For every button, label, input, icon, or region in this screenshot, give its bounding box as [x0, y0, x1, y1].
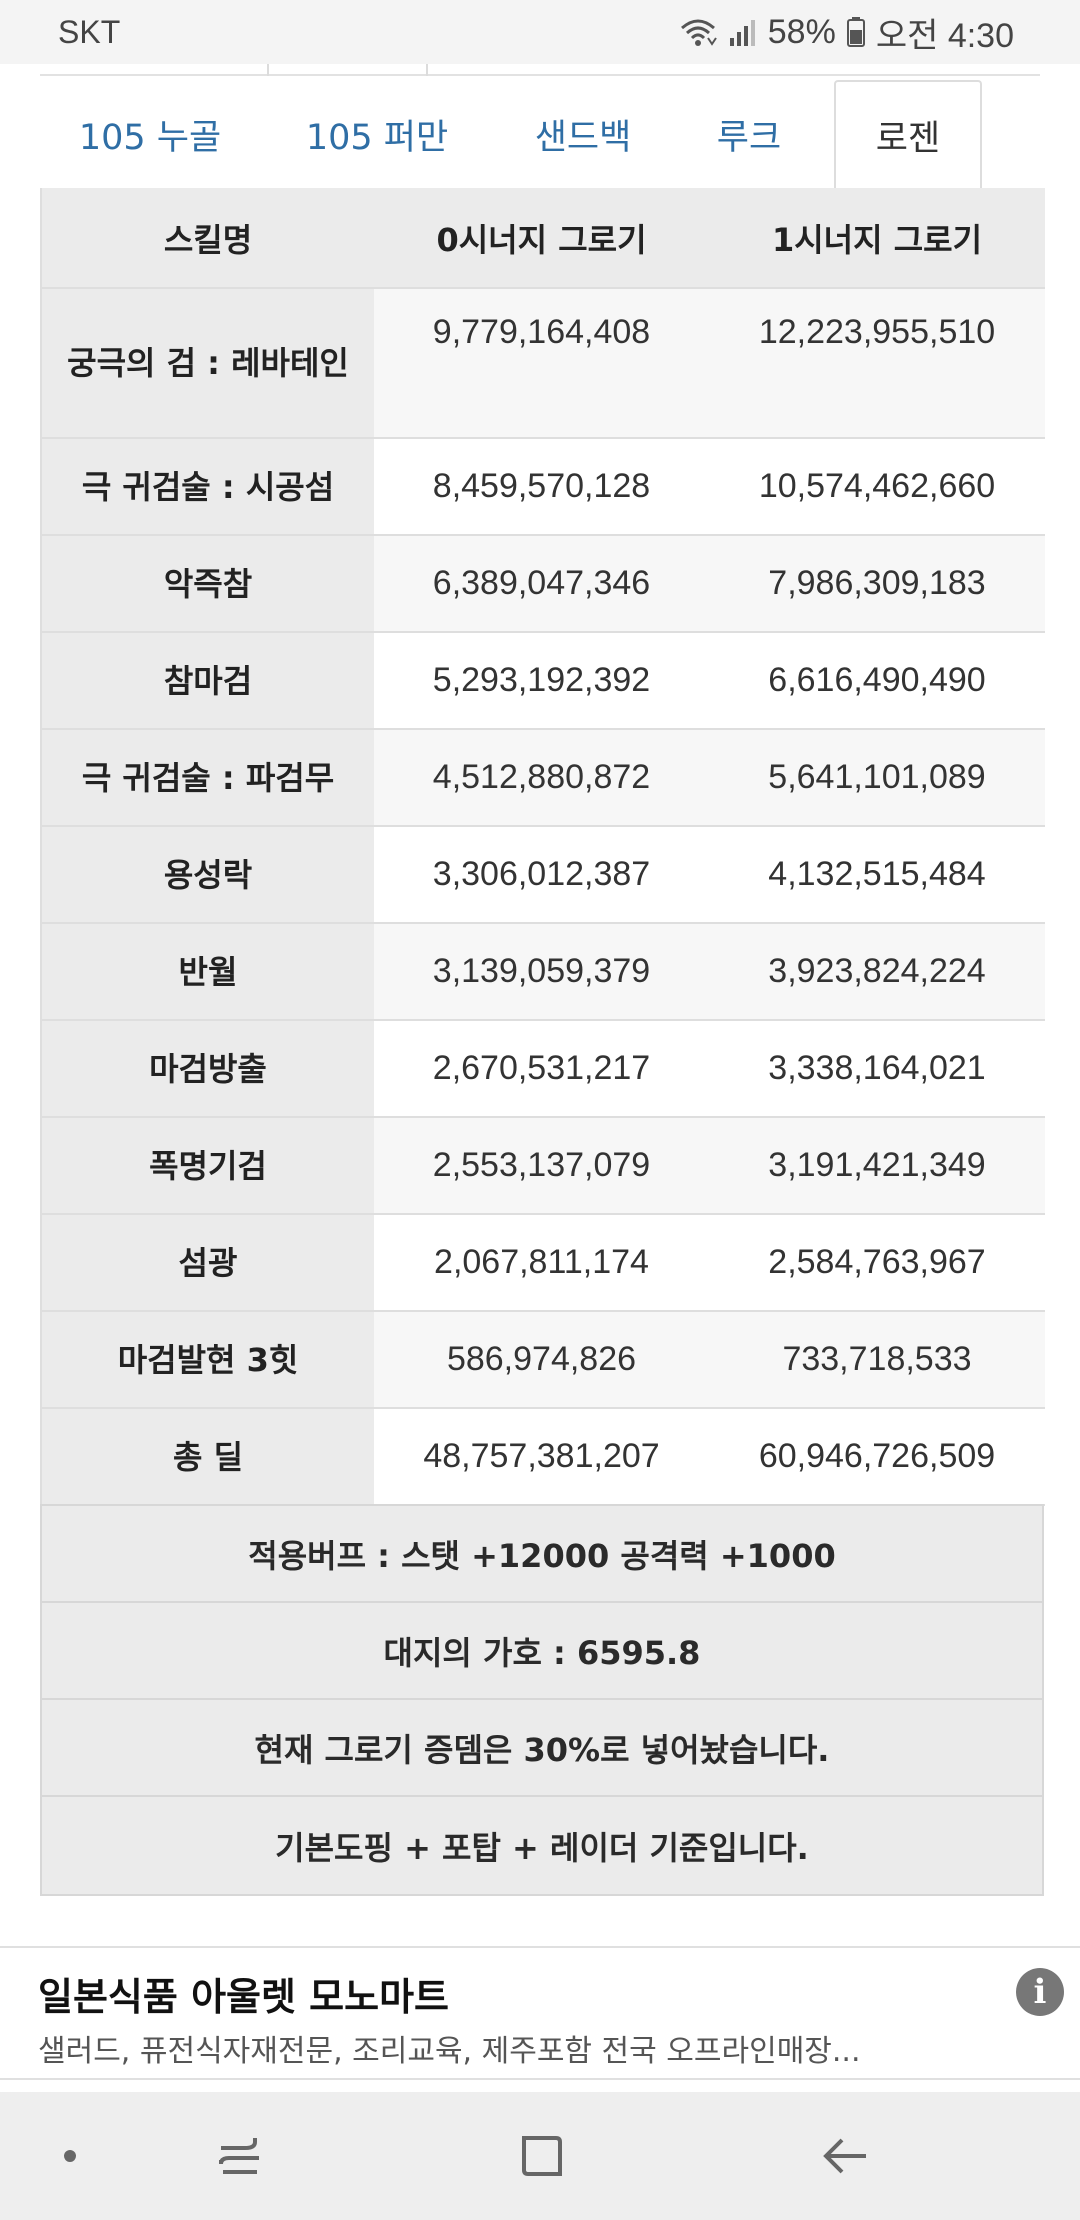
damage-1-synergy: 12,223,955,510 [709, 288, 1045, 439]
table-row: 궁극의 검 : 레바테인 9,779,164,408 12,223,955,51… [40, 288, 1045, 439]
skill-name: 폭명기검 [40, 1117, 374, 1215]
signal-icon [728, 16, 758, 48]
recent-apps-icon[interactable] [210, 2126, 270, 2186]
damage-1-synergy: 3,923,824,224 [709, 923, 1045, 1021]
skill-name: 궁극의 검 : 레바테인 [40, 288, 374, 439]
skill-name: 극 귀검술 : 시공섬 [40, 438, 374, 536]
table-row-total: 총 딜 48,757,381,207 60,946,726,509 [40, 1408, 1045, 1506]
skill-name: 반월 [40, 923, 374, 1021]
table-row: 마검발현 3힛 586,974,826 733,718,533 [40, 1311, 1045, 1409]
damage-0-synergy: 3,306,012,387 [374, 826, 709, 924]
navigation-bar [0, 2092, 1080, 2220]
header-1-synergy-groggy: 1시너지 그로기 [709, 188, 1045, 289]
damage-0-synergy: 2,067,811,174 [374, 1214, 709, 1312]
table-header-row: 스킬명 0시너지 그로기 1시너지 그로기 [40, 188, 1045, 289]
back-icon[interactable] [815, 2126, 875, 2186]
status-bar: SKT 58% 오 [0, 0, 1080, 64]
note-groggy-bonus: 현재 그로기 증뎀은 30%로 넣어놨습니다. [42, 1700, 1042, 1797]
tab-divider [267, 64, 269, 76]
damage-0-synergy: 9,779,164,408 [374, 288, 709, 439]
info-icon[interactable]: i [1016, 1968, 1064, 2016]
note-buff: 적용버프 : 스탯 +12000 공격력 +1000 [42, 1506, 1042, 1603]
tab-bar: 105 누골 105 퍼만 샌드백 루크 로젠 [40, 80, 1040, 188]
table-row: 극 귀검술 : 시공섬 8,459,570,128 10,574,462,660 [40, 438, 1045, 536]
tab-divider [426, 64, 428, 76]
home-icon[interactable] [512, 2126, 572, 2186]
tab-divider [40, 74, 1040, 76]
damage-1-synergy: 10,574,462,660 [709, 438, 1045, 536]
damage-1-synergy: 7,986,309,183 [709, 535, 1045, 633]
note-basis: 기본도핑 + 포탑 + 레이더 기준입니다. [275, 1828, 809, 1867]
skill-name: 극 귀검술 : 파검무 [40, 729, 374, 827]
tab-rosen[interactable]: 로젠 [834, 80, 982, 188]
ad-banner[interactable]: 일본식품 아울렛 모노마트 샐러드, 퓨전식자재전문, 조리교육, 제주포함 전… [0, 1946, 1080, 2080]
table-row: 섬광 2,067,811,174 2,584,763,967 [40, 1214, 1045, 1312]
damage-0-synergy: 2,670,531,217 [374, 1020, 709, 1118]
tab-105-nugol[interactable]: 105 누골 [78, 117, 222, 158]
damage-0-synergy: 48,757,381,207 [374, 1408, 709, 1506]
damage-0-synergy: 586,974,826 [374, 1311, 709, 1409]
damage-0-synergy: 2,553,137,079 [374, 1117, 709, 1215]
tab-105-perman[interactable]: 105 퍼만 [305, 117, 449, 158]
skill-name: 총 딜 [40, 1408, 374, 1506]
damage-0-synergy: 5,293,192,392 [374, 632, 709, 730]
table-row: 반월 3,139,059,379 3,923,824,224 [40, 923, 1045, 1021]
damage-1-synergy: 5,641,101,089 [709, 729, 1045, 827]
table-row: 용성락 3,306,012,387 4,132,515,484 [40, 826, 1045, 924]
table-row: 악즉참 6,389,047,346 7,986,309,183 [40, 535, 1045, 633]
damage-0-synergy: 3,139,059,379 [374, 923, 709, 1021]
header-skill-name: 스킬명 [40, 188, 374, 289]
skill-name: 마검방출 [40, 1020, 374, 1118]
damage-0-synergy: 6,389,047,346 [374, 535, 709, 633]
ad-description[interactable]: 샐러드, 퓨전식자재전문, 조리교육, 제주포함 전국 오프라인매장... [38, 2034, 861, 2069]
clock: 오전 4:30 [875, 16, 1014, 55]
damage-1-synergy: 6,616,490,490 [709, 632, 1045, 730]
skill-name: 악즉참 [40, 535, 374, 633]
damage-1-synergy: 60,946,726,509 [709, 1408, 1045, 1506]
tab-sandbag[interactable]: 샌드백 [534, 117, 632, 158]
damage-1-synergy: 733,718,533 [709, 1311, 1045, 1409]
damage-0-synergy: 8,459,570,128 [374, 438, 709, 536]
table-row: 폭명기검 2,553,137,079 3,191,421,349 [40, 1117, 1045, 1215]
skill-name: 용성락 [40, 826, 374, 924]
ad-title[interactable]: 일본식품 아울렛 모노마트 [38, 1975, 450, 2019]
damage-0-synergy: 4,512,880,872 [374, 729, 709, 827]
wifi-icon [678, 16, 718, 48]
table-row: 참마검 5,293,192,392 6,616,490,490 [40, 632, 1045, 730]
carrier-label: SKT [58, 14, 121, 50]
damage-table: 스킬명 0시너지 그로기 1시너지 그로기 궁극의 검 : 레바테인 9,779… [40, 188, 1045, 1506]
damage-1-synergy: 4,132,515,484 [709, 826, 1045, 924]
status-indicators: 58% 오전 4:30 [678, 12, 1014, 55]
damage-1-synergy: 3,191,421,349 [709, 1117, 1045, 1215]
skill-name: 마검발현 3힛 [40, 1311, 374, 1409]
battery-icon [846, 16, 866, 48]
header-0-synergy-groggy: 0시너지 그로기 [374, 188, 709, 289]
battery-percent: 58% [767, 12, 836, 51]
skill-name: 참마검 [40, 632, 374, 730]
note-earth-blessing: 대지의 가호 : 6595.8 [42, 1603, 1042, 1700]
damage-1-synergy: 2,584,763,967 [709, 1214, 1045, 1312]
tab-luke[interactable]: 루크 [716, 117, 782, 158]
table-row: 극 귀검술 : 파검무 4,512,880,872 5,641,101,089 [40, 729, 1045, 827]
table-row: 마검방출 2,670,531,217 3,338,164,021 [40, 1020, 1045, 1118]
skill-name: 섬광 [40, 1214, 374, 1312]
dot-icon[interactable] [40, 2126, 100, 2186]
table-notes: 적용버프 : 스탯 +12000 공격력 +1000 대지의 가호 : 6595… [40, 1504, 1044, 1896]
damage-1-synergy: 3,338,164,021 [709, 1020, 1045, 1118]
